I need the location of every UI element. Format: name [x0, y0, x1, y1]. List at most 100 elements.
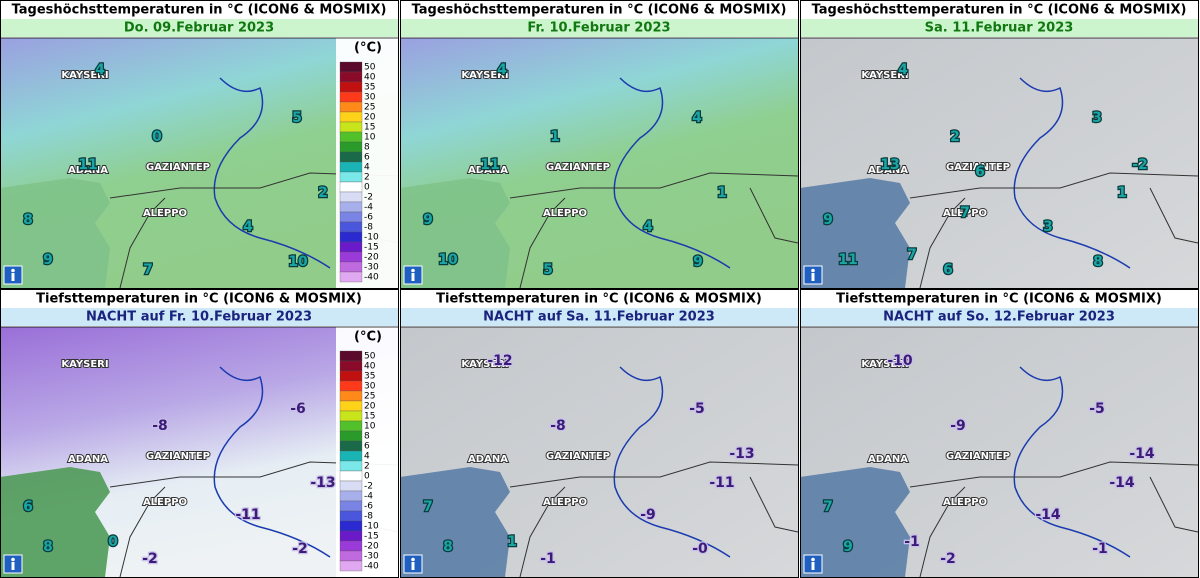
legend-swatch [339, 121, 363, 133]
legend-swatch [339, 560, 363, 572]
sea [0, 178, 110, 288]
legend-swatch [339, 350, 363, 362]
title-bar [400, 289, 798, 308]
legend-label: -4 [364, 203, 373, 213]
legend-label: 50 [364, 352, 376, 362]
panel-frame [800, 0, 1199, 289]
temperature-label: -14 [1109, 475, 1135, 491]
temperature-label: 1 [717, 185, 727, 201]
panel-date: Fr. 10.Februar 2023 [527, 21, 670, 36]
temperature-label: -5 [1089, 401, 1105, 417]
title-bar [400, 0, 798, 19]
info-icon[interactable] [803, 265, 823, 285]
info-glyph [411, 562, 415, 570]
temperature-label: -13 [729, 446, 754, 462]
temperature-label: 2 [318, 185, 328, 201]
legend-swatch [339, 201, 363, 213]
legend-swatch [339, 91, 363, 103]
temperature-label: -13 [310, 475, 335, 491]
river [613, 77, 731, 269]
temperature-label: -2 [940, 551, 956, 567]
border [1149, 187, 1199, 244]
legend-swatch [339, 111, 363, 123]
date-bar [400, 19, 798, 37]
map-panel: Tiefsttemperaturen in °C (ICON6 & MOSMIX… [400, 289, 799, 578]
map-panel: Tiefsttemperaturen in °C (ICON6 & MOSMIX… [0, 289, 399, 578]
temperature-label: -14 [1035, 507, 1061, 523]
legend-label: 10 [364, 422, 376, 432]
temperature-label: -8 [152, 418, 168, 434]
info-dot [411, 268, 415, 273]
panel-date: NACHT auf So. 12.Februar 2023 [883, 310, 1115, 325]
map-panel: Tageshöchsttemperaturen in °C (ICON6 & M… [0, 0, 399, 289]
legend-label: -2 [364, 482, 373, 492]
city-label: KAYSERI [461, 359, 508, 370]
legend-label: 35 [364, 83, 375, 93]
legend-label: 15 [364, 123, 375, 133]
temperature-label: -2 [292, 541, 308, 557]
temperature-label: 10 [438, 252, 458, 268]
legend-unit: (°C) [354, 330, 382, 345]
border [119, 197, 166, 289]
legend-label: 40 [364, 73, 376, 83]
legend-label: -30 [364, 552, 379, 562]
sea [0, 467, 110, 577]
map-panel: Tageshöchsttemperaturen in °C (ICON6 & M… [800, 0, 1199, 289]
temperature-label: 8 [443, 539, 453, 555]
legend-label: -10 [364, 233, 379, 243]
legend-label: -10 [364, 522, 379, 532]
city-label: GAZIANTEP [546, 451, 610, 462]
info-icon[interactable] [403, 265, 423, 285]
info-icon[interactable] [3, 265, 23, 285]
info-glyph [411, 273, 415, 281]
panel-title: Tageshöchsttemperaturen in °C (ICON6 & M… [412, 3, 787, 18]
city-label: ALEPPO [143, 497, 187, 508]
legend-swatch [339, 550, 363, 562]
title-bar [0, 0, 398, 19]
city-label: ALEPPO [943, 497, 987, 508]
legend-swatch [339, 390, 363, 402]
info-glyph [11, 273, 15, 281]
legend-swatch [339, 161, 363, 173]
city-label: GAZIANTEP [146, 162, 210, 173]
temperature-label: 9 [693, 254, 703, 270]
city-label: ALEPPO [543, 497, 587, 508]
border [919, 486, 966, 578]
temperature-label: -9 [640, 507, 656, 523]
legend-label: 0 [364, 183, 370, 193]
panel-title: Tiefsttemperaturen in °C (ICON6 & MOSMIX… [36, 292, 362, 307]
legend-swatch [339, 241, 363, 253]
legend-label: -30 [364, 263, 379, 273]
legend-swatch [339, 520, 363, 532]
legend-swatch [339, 101, 363, 113]
temperature-label: 4 [497, 62, 507, 78]
panel-title: Tageshöchsttemperaturen in °C (ICON6 & M… [12, 3, 387, 18]
panel-frame [400, 0, 799, 289]
legend-label: 2 [364, 173, 370, 183]
legend-label: -15 [364, 243, 379, 253]
temperature-label: -0 [692, 541, 708, 557]
temperature-label: 5 [543, 262, 553, 278]
info-icon[interactable] [403, 554, 423, 574]
border [909, 172, 1199, 199]
legend-swatch [339, 81, 363, 93]
city-label: ADANA [68, 165, 108, 176]
legend-swatch [339, 530, 363, 542]
info-dot [11, 268, 15, 273]
panel-date: Do. 09.Februar 2023 [124, 21, 274, 36]
legend-swatch [339, 181, 363, 193]
legend-label: 6 [364, 442, 370, 452]
info-icon[interactable] [803, 554, 823, 574]
legend-swatch [339, 231, 363, 243]
temperature-label: -2 [142, 551, 158, 567]
legend-swatch [339, 450, 363, 462]
temperature-label: -10 [887, 353, 913, 369]
date-bar [400, 308, 798, 326]
river [613, 366, 731, 558]
temperature-label: 8 [23, 212, 33, 228]
info-icon[interactable] [3, 554, 23, 574]
sea [800, 178, 910, 288]
temperature-label: 9 [823, 212, 833, 228]
legend-label: 40 [364, 362, 376, 372]
panel-frame [0, 0, 399, 289]
